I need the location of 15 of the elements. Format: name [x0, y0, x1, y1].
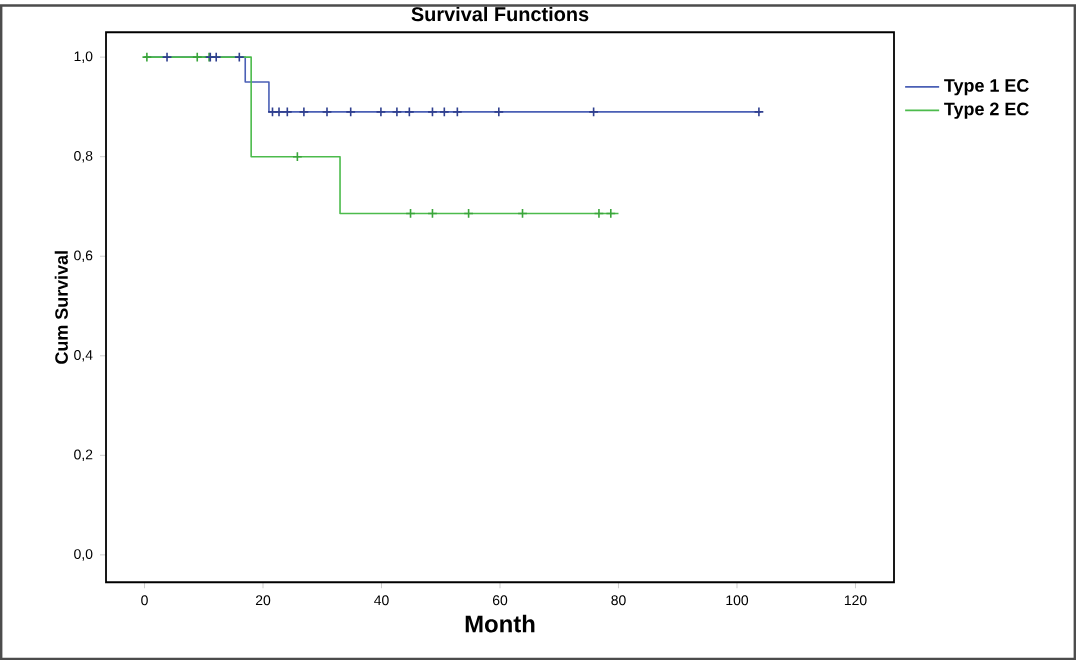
point — [391, 106, 403, 117]
point — [375, 106, 387, 117]
point — [161, 51, 173, 63]
point — [321, 106, 333, 117]
point — [192, 51, 203, 63]
point — [211, 51, 222, 63]
legend-label: Type 1 EC — [944, 78, 1029, 96]
point — [141, 51, 153, 63]
x-axis-title: Month — [465, 614, 535, 633]
point — [298, 106, 310, 117]
chart-title: Survival Functions — [411, 6, 589, 22]
y-axis-title: Cum Survival — [54, 251, 68, 364]
point — [753, 106, 765, 117]
legend-label: Type 2 EC — [944, 102, 1029, 119]
point — [493, 106, 505, 117]
